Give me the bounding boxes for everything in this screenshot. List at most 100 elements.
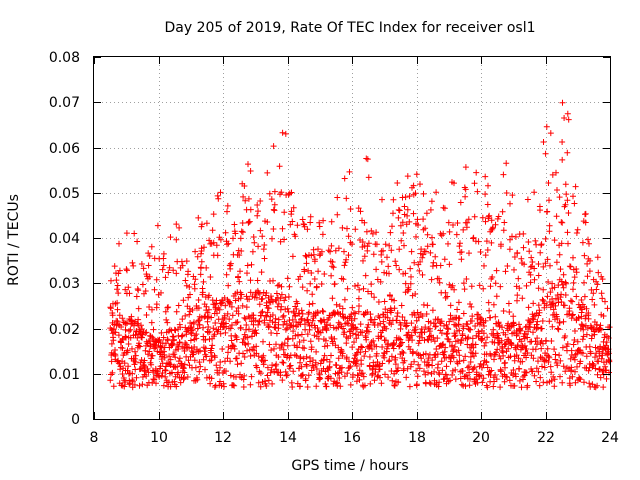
data-point <box>438 318 445 325</box>
points-layer <box>107 99 613 391</box>
data-point <box>429 357 436 364</box>
data-point <box>307 338 314 345</box>
data-point <box>238 248 245 254</box>
data-point <box>438 330 445 337</box>
data-point <box>209 227 216 234</box>
data-point <box>194 376 201 383</box>
data-point <box>363 336 370 343</box>
data-point <box>280 321 287 328</box>
data-point <box>495 213 502 220</box>
data-point <box>367 311 374 318</box>
data-point <box>520 230 527 237</box>
data-point <box>523 282 530 289</box>
data-point <box>551 346 558 353</box>
data-point <box>267 369 274 376</box>
data-point <box>492 313 499 320</box>
data-point <box>462 164 469 171</box>
data-point <box>581 279 587 286</box>
data-point <box>436 279 443 286</box>
data-point <box>151 376 158 383</box>
data-point <box>586 268 593 275</box>
data-point <box>530 355 537 362</box>
data-point <box>423 210 430 217</box>
data-point <box>135 305 142 312</box>
data-point <box>347 206 354 212</box>
data-point <box>354 282 361 289</box>
data-point <box>150 326 157 333</box>
data-point <box>500 227 507 234</box>
data-point <box>247 168 254 174</box>
data-point <box>259 295 266 302</box>
data-point <box>129 378 136 385</box>
data-point <box>510 322 517 329</box>
data-point <box>146 253 153 259</box>
data-point <box>114 286 120 293</box>
data-point <box>246 326 252 333</box>
data-point <box>322 337 329 344</box>
data-point <box>202 336 209 343</box>
data-point <box>339 305 346 312</box>
data-point <box>273 341 279 348</box>
data-point <box>203 353 210 360</box>
data-point <box>535 261 542 267</box>
data-point <box>266 323 272 330</box>
data-point <box>560 271 567 278</box>
data-point <box>488 352 494 359</box>
data-point <box>315 246 321 253</box>
data-point <box>378 380 385 387</box>
data-point <box>431 368 438 375</box>
data-point <box>482 218 489 225</box>
data-point <box>554 187 560 193</box>
data-point <box>462 353 469 360</box>
data-point <box>301 268 308 275</box>
data-point <box>339 364 345 371</box>
data-point <box>182 312 189 319</box>
data-point <box>388 321 395 328</box>
data-point <box>556 319 563 326</box>
data-point <box>577 376 584 383</box>
data-point <box>344 320 350 326</box>
data-point <box>484 384 491 391</box>
data-point <box>307 280 314 287</box>
data-point <box>538 345 545 352</box>
data-point <box>599 295 606 302</box>
data-point <box>492 221 499 228</box>
data-point <box>420 216 427 223</box>
data-point <box>591 301 598 308</box>
data-point <box>278 303 285 310</box>
data-point <box>362 348 369 355</box>
data-point <box>486 307 493 314</box>
data-point <box>253 364 260 371</box>
data-point <box>269 235 275 242</box>
data-point <box>225 282 232 289</box>
data-point <box>432 253 439 260</box>
data-point <box>170 267 177 274</box>
data-point <box>351 315 358 322</box>
data-point <box>292 233 299 240</box>
data-point <box>420 190 427 197</box>
data-point <box>273 366 280 373</box>
data-point <box>452 366 459 373</box>
data-point <box>188 324 195 331</box>
data-point <box>270 277 276 284</box>
data-point <box>438 358 445 365</box>
data-point <box>408 248 415 255</box>
data-point <box>435 316 442 323</box>
data-point <box>284 342 291 349</box>
data-point <box>456 352 463 359</box>
data-point <box>542 260 549 267</box>
data-point <box>488 217 495 224</box>
data-point <box>554 325 561 332</box>
data-point <box>560 318 567 325</box>
data-point <box>539 296 546 303</box>
data-point <box>275 354 282 360</box>
data-point <box>572 368 578 375</box>
data-point <box>547 262 553 269</box>
data-point <box>217 236 224 243</box>
data-point <box>139 381 146 388</box>
data-point <box>250 234 257 240</box>
data-point <box>160 334 167 341</box>
x-tick-label: 14 <box>279 430 297 446</box>
data-point <box>304 316 311 323</box>
data-point <box>321 271 328 277</box>
